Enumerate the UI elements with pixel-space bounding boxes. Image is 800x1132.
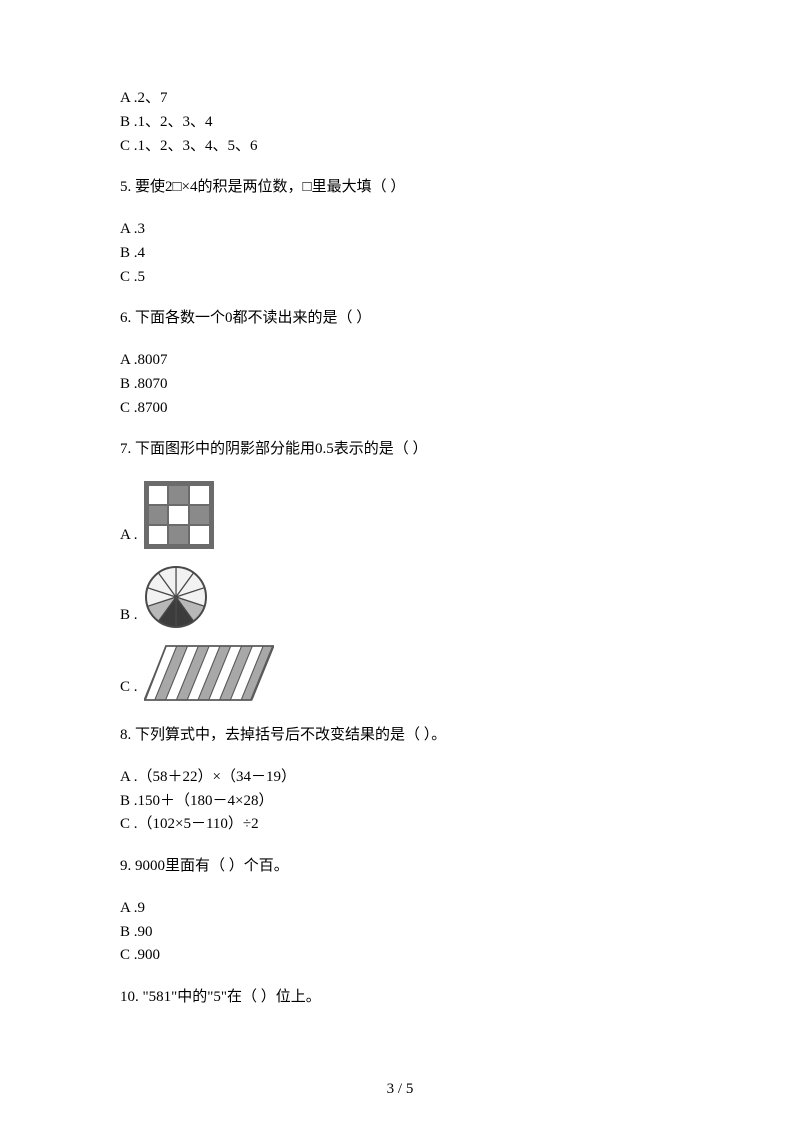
q6-option-a: A .8007 — [120, 350, 680, 372]
q8-option-b: B .150＋（180－4×28） — [120, 791, 680, 813]
q8-stem: 8. 下列算式中，去掉括号后不改变结果的是（ ）。 — [120, 725, 680, 747]
pie-figure — [144, 565, 208, 629]
q5-option-b: B .4 — [120, 243, 680, 265]
q7-option-c-letter: C . — [120, 677, 138, 701]
q5-option-c: C .5 — [120, 267, 680, 289]
q4-option-a: A .2、7 — [120, 88, 680, 110]
q7-option-a-row: A . — [120, 481, 680, 549]
q6-option-b: B .8070 — [120, 374, 680, 396]
page-footer: 3 / 5 — [0, 1081, 800, 1098]
q9-option-b: B .90 — [120, 922, 680, 944]
q10-stem: 10. "581"中的"5"在（ ）位上。 — [120, 987, 680, 1009]
q7-option-c-row: C . — [120, 645, 680, 701]
q8-option-c: C .（102×5－110）÷2 — [120, 814, 680, 836]
q5-stem: 5. 要使2□×4的积是两位数，□里最大填（ ） — [120, 177, 680, 199]
q9-stem: 9. 9000里面有（ ）个百。 — [120, 856, 680, 878]
parallelogram-figure — [144, 645, 274, 701]
q4-option-b: B .1、2、3、4 — [120, 112, 680, 134]
q9-option-a: A .9 — [120, 898, 680, 920]
checkerboard-figure — [144, 481, 214, 549]
q6-stem: 6. 下面各数一个0都不读出来的是（ ） — [120, 308, 680, 330]
q6-option-c: C .8700 — [120, 398, 680, 420]
q7-option-b-row: B . — [120, 565, 680, 629]
q8-option-a: A .（58＋22）×（34－19） — [120, 767, 680, 789]
q7-option-b-letter: B . — [120, 605, 138, 629]
q5-option-a: A .3 — [120, 219, 680, 241]
q4-option-c: C .1、2、3、4、5、6 — [120, 136, 680, 158]
q7-stem: 7. 下面图形中的阴影部分能用0.5表示的是（ ） — [120, 439, 680, 461]
q7-option-a-letter: A . — [120, 525, 138, 549]
q9-option-c: C .900 — [120, 945, 680, 967]
